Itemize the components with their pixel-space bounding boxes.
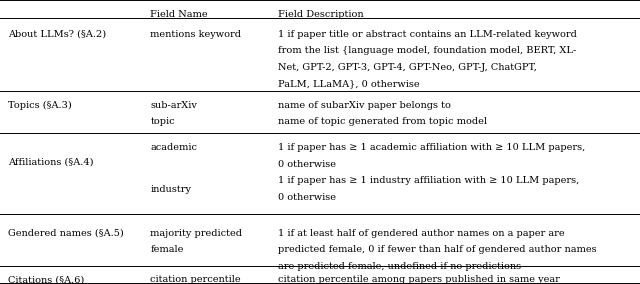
Text: are predicted female, undefined if no predictions: are predicted female, undefined if no pr… [278, 262, 522, 271]
Text: 1 if paper has ≥ 1 academic affiliation with ≥ 10 LLM papers,: 1 if paper has ≥ 1 academic affiliation … [278, 143, 586, 153]
Text: female: female [150, 245, 184, 254]
Text: About LLMs? (§A.2): About LLMs? (§A.2) [8, 30, 106, 39]
Text: majority predicted: majority predicted [150, 229, 243, 238]
Text: citation percentile: citation percentile [150, 275, 241, 284]
Text: from the list {language model, foundation model, BERT, XL-: from the list {language model, foundatio… [278, 46, 577, 55]
Text: name of subarXiv paper belongs to: name of subarXiv paper belongs to [278, 101, 451, 110]
Text: topic: topic [150, 117, 175, 126]
Text: Affiliations (§A.4): Affiliations (§A.4) [8, 158, 93, 167]
Text: name of topic generated from topic model: name of topic generated from topic model [278, 117, 488, 126]
Text: citation percentile among papers published in same year: citation percentile among papers publish… [278, 275, 560, 284]
Text: industry: industry [150, 185, 191, 194]
Text: 1 if paper title or abstract contains an LLM-related keyword: 1 if paper title or abstract contains an… [278, 30, 577, 39]
Text: PaLM, LLaMA}, 0 otherwise: PaLM, LLaMA}, 0 otherwise [278, 79, 420, 88]
Text: Field Description: Field Description [278, 10, 364, 19]
Text: 0 otherwise: 0 otherwise [278, 160, 337, 169]
Text: predicted female, 0 if fewer than half of gendered author names: predicted female, 0 if fewer than half o… [278, 245, 597, 254]
Text: 1 if paper has ≥ 1 industry affiliation with ≥ 10 LLM papers,: 1 if paper has ≥ 1 industry affiliation … [278, 176, 580, 185]
Text: sub-arXiv: sub-arXiv [150, 101, 197, 110]
Text: Gendered names (§A.5): Gendered names (§A.5) [8, 229, 124, 238]
Text: Topics (§A.3): Topics (§A.3) [8, 101, 72, 110]
Text: Citations (§A.6): Citations (§A.6) [8, 275, 84, 284]
Text: Net, GPT-2, GPT-3, GPT-4, GPT-Neo, GPT-J, ChatGPT,: Net, GPT-2, GPT-3, GPT-4, GPT-Neo, GPT-J… [278, 63, 537, 72]
Text: 0 otherwise: 0 otherwise [278, 193, 337, 202]
Text: academic: academic [150, 143, 197, 153]
Text: 1 if at least half of gendered author names on a paper are: 1 if at least half of gendered author na… [278, 229, 565, 238]
Text: mentions keyword: mentions keyword [150, 30, 241, 39]
Text: Field Name: Field Name [150, 10, 208, 19]
